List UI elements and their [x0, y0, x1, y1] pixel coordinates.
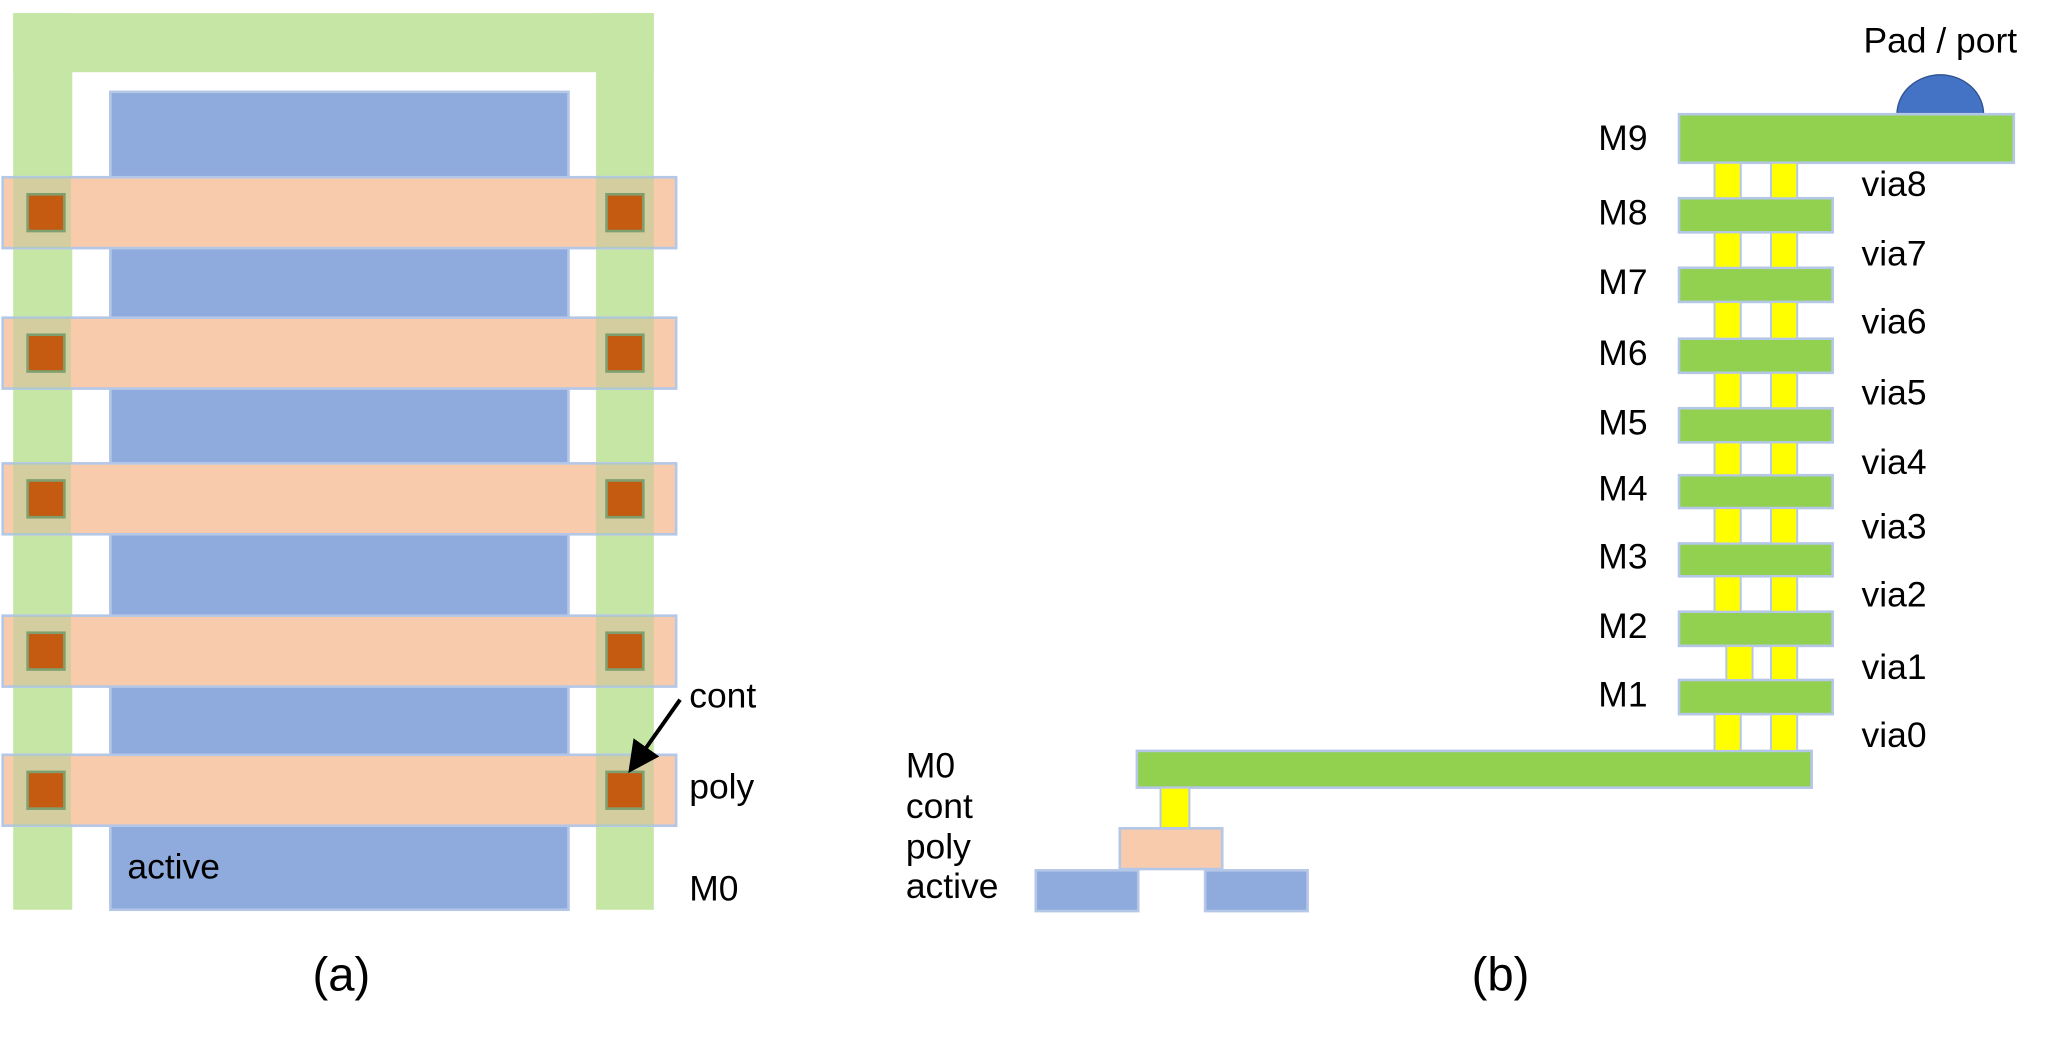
metal-layer [1677, 196, 1834, 234]
metal-layer [1677, 678, 1834, 716]
via-label: via4 [1862, 442, 1927, 482]
via [1725, 644, 1754, 681]
metal-layer [1677, 266, 1834, 304]
via [1713, 575, 1742, 613]
layer-label: M2 [1598, 606, 1647, 646]
contact [26, 192, 66, 233]
via [1713, 371, 1742, 410]
label: M0 [689, 869, 738, 909]
via [1713, 507, 1742, 545]
poly-stripe [1, 462, 678, 536]
layer-label: M5 [1598, 403, 1647, 443]
via [1769, 575, 1799, 613]
label: M0 [906, 745, 955, 785]
via [1769, 507, 1799, 545]
via [1713, 161, 1742, 200]
pad [1896, 74, 1985, 115]
metal-layer [1677, 542, 1834, 578]
via-label: via7 [1862, 233, 1927, 273]
metal-layer [1135, 749, 1813, 789]
via [1769, 713, 1799, 752]
layer-label: M8 [1598, 193, 1647, 233]
metal-layer [1677, 406, 1834, 444]
layer-label: M3 [1598, 537, 1647, 577]
via [1769, 644, 1799, 681]
via-label: via2 [1862, 575, 1927, 615]
via-label: via5 [1862, 372, 1927, 412]
via-label: via6 [1862, 302, 1927, 342]
contact [605, 770, 645, 810]
label: cont [689, 676, 756, 716]
label: poly [689, 766, 754, 806]
panel-b [1034, 74, 2016, 913]
layer-label: M7 [1598, 262, 1647, 302]
metal-layer [1677, 112, 2016, 165]
via [1713, 713, 1742, 752]
contact [26, 631, 66, 671]
via-label: via1 [1862, 647, 1927, 687]
poly-stripe [1, 175, 678, 250]
label: active [127, 846, 220, 886]
metal-layer [1677, 473, 1834, 510]
via [1769, 441, 1799, 477]
poly-stripe [1, 316, 678, 390]
active [1203, 869, 1309, 913]
layer-label: M6 [1598, 333, 1647, 373]
layer-label: M4 [1598, 468, 1647, 508]
active [1034, 869, 1140, 913]
via [1769, 161, 1799, 200]
metal-layer [1677, 610, 1834, 648]
via [1713, 231, 1742, 269]
poly-stripe [1, 614, 678, 688]
via-label: via8 [1862, 164, 1927, 204]
arrow [628, 698, 682, 774]
via [1713, 300, 1742, 340]
metal-layer [1677, 337, 1834, 375]
via [1769, 300, 1799, 340]
contact [605, 192, 645, 233]
layer-label: M1 [1598, 674, 1647, 714]
via-label: via3 [1862, 506, 1927, 546]
contact [26, 770, 66, 810]
label: poly [906, 827, 971, 867]
layer-label: M9 [1598, 118, 1647, 158]
contact [26, 333, 66, 373]
contact [1159, 786, 1191, 830]
label: active [906, 866, 999, 906]
via [1769, 371, 1799, 410]
contact [605, 333, 645, 373]
contact [605, 631, 645, 671]
panel-a [1, 13, 678, 912]
via-label: via0 [1862, 715, 1927, 755]
poly [1118, 827, 1224, 871]
metal-top [13, 13, 654, 73]
caption: (b) [1472, 948, 1530, 1001]
contact [26, 479, 66, 519]
via [1769, 231, 1799, 269]
label: cont [906, 786, 973, 826]
caption: (a) [313, 948, 371, 1001]
via [1713, 441, 1742, 477]
label: Pad / port [1863, 21, 2017, 61]
poly-stripe [1, 753, 678, 828]
contact [605, 479, 645, 519]
